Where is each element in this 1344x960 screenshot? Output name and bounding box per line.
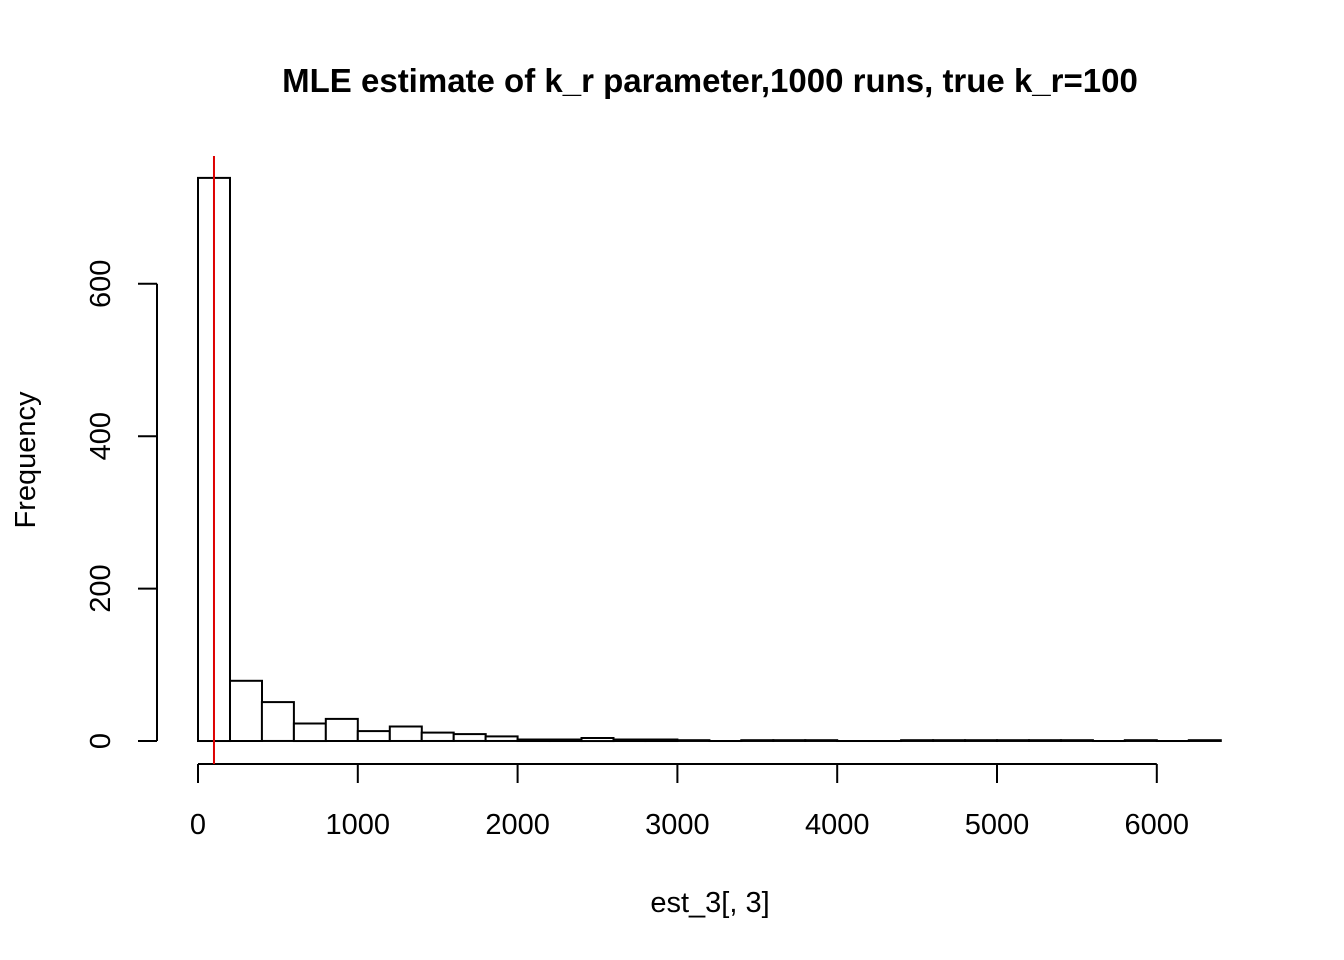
histogram-bar bbox=[324, 717, 359, 743]
histogram-bar bbox=[676, 739, 711, 742]
histogram-bar bbox=[548, 738, 583, 743]
histogram-bar bbox=[484, 735, 519, 742]
chart-title: MLE estimate of k_r parameter,1000 runs,… bbox=[282, 62, 1138, 99]
y-tick-label: 0 bbox=[85, 733, 117, 749]
histogram-bar bbox=[516, 738, 551, 743]
x-tick-label: 3000 bbox=[645, 809, 710, 841]
histogram-bar bbox=[932, 739, 967, 742]
x-tick-label: 4000 bbox=[805, 809, 870, 841]
histogram-bar bbox=[260, 701, 295, 742]
x-axis: 0 1000 2000 3000 4000 5000 6000 bbox=[190, 763, 1190, 841]
histogram-bar bbox=[900, 739, 935, 742]
histogram-bar bbox=[1123, 739, 1158, 742]
histogram-bar bbox=[1187, 739, 1222, 742]
histogram-bar bbox=[1028, 739, 1062, 742]
x-axis-title: est_3[, 3] bbox=[650, 887, 769, 919]
y-axis-title: Frequency bbox=[10, 391, 42, 529]
x-tick-label: 2000 bbox=[485, 809, 550, 841]
histogram-bar bbox=[580, 737, 615, 743]
histogram-bar bbox=[229, 679, 263, 742]
x-tick-label: 5000 bbox=[965, 809, 1030, 841]
histogram-bar bbox=[388, 725, 423, 742]
histogram-bar bbox=[1059, 739, 1094, 742]
y-tick-label: 600 bbox=[85, 260, 117, 308]
histogram-bar bbox=[772, 739, 807, 742]
histogram-bar bbox=[996, 739, 1030, 742]
y-tick-label: 400 bbox=[85, 412, 117, 460]
x-tick-label: 6000 bbox=[1125, 809, 1190, 841]
histogram-bar bbox=[420, 731, 455, 742]
histogram-bar bbox=[804, 739, 839, 742]
histogram-bar bbox=[292, 722, 327, 743]
histogram-bar bbox=[644, 738, 679, 743]
histogram-bar bbox=[356, 730, 391, 743]
histogram-bars bbox=[197, 176, 1222, 743]
y-tick-label: 200 bbox=[85, 564, 117, 612]
x-tick-label: 0 bbox=[190, 809, 206, 841]
y-axis: 0 200 400 600 bbox=[85, 260, 158, 749]
histogram-bar bbox=[964, 739, 998, 742]
x-tick-label: 1000 bbox=[326, 809, 391, 841]
histogram-bar bbox=[740, 739, 775, 742]
histogram-bar bbox=[452, 733, 487, 742]
histogram-bar bbox=[612, 738, 647, 743]
